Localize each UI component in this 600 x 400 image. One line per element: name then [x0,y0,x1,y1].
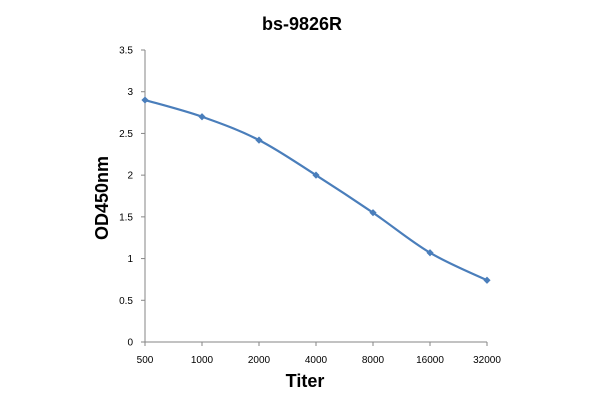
x-tick-label: 2000 [248,355,271,366]
y-tick-label: 2 [127,171,133,182]
data-point-marker [369,209,377,217]
x-tick-label: 500 [137,355,154,366]
y-tick-label: 2.5 [119,129,133,140]
y-tick-label: 1.5 [119,212,133,223]
y-tick-label: 1 [127,254,133,265]
y-ticks: 0 0.5 1 1.5 2 2.5 3 3.5 [119,46,145,349]
x-tick-label: 16000 [416,355,444,366]
x-tick-label: 8000 [362,355,385,366]
data-point-marker [255,136,263,144]
data-point-marker [198,113,206,121]
x-tick-label: 4000 [305,355,328,366]
series-line [144,99,488,282]
x-ticks: 500 1000 2000 4000 8000 16000 32000 [137,342,501,366]
data-point-marker [483,276,491,284]
y-axis-label: OD450nm [92,156,112,240]
data-point-marker [141,96,149,104]
x-tick-label: 32000 [473,355,501,366]
y-tick-label: 0.5 [119,296,133,307]
x-axis-label: Titer [286,371,325,391]
y-tick-label: 0 [127,338,133,349]
x-tick-label: 1000 [191,355,214,366]
data-point-marker [426,249,434,257]
y-tick-label: 3 [127,87,133,98]
series-group [141,96,491,284]
y-tick-label: 3.5 [119,46,133,57]
data-point-marker [312,171,320,179]
chart-title: bs-9826R [262,14,342,34]
